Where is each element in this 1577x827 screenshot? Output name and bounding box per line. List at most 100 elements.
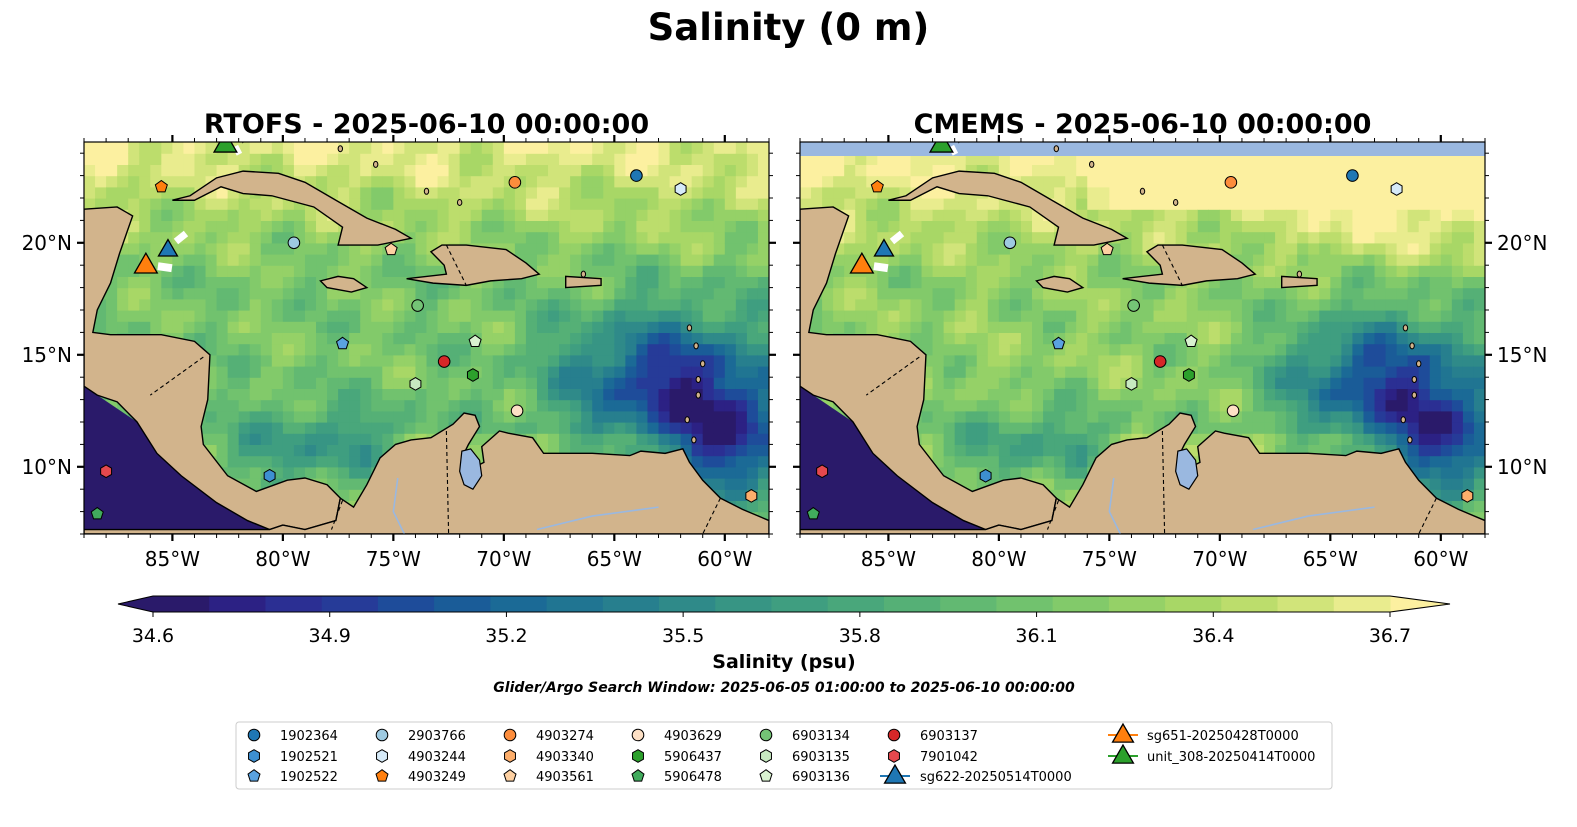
legend-item-unit_308-20250414T0000: unit_308-20250414T0000 (1108, 743, 1315, 765)
colorbar-tick-label: 36.1 (1015, 625, 1057, 647)
legend-label: 2903766 (408, 729, 466, 744)
legend-marker (247, 769, 261, 782)
glider-marker-sg622-20250514T0000 (873, 238, 895, 257)
legend-label: 6903134 (792, 729, 850, 744)
x-tick-label: 75°W (1082, 547, 1137, 571)
legend-marker (632, 749, 644, 763)
lake-maracaibo (459, 448, 483, 490)
colorbar-bin (1165, 596, 1222, 612)
legend-item-4903249: 4903249 (375, 769, 466, 785)
colorbar-bin (377, 596, 435, 612)
legend-item-1902522: 1902522 (247, 769, 338, 785)
legend-label: 4903561 (536, 770, 594, 785)
float-marker-4903249 (870, 179, 884, 193)
colorbar-bin (659, 596, 716, 612)
legend-label: 4903249 (408, 770, 466, 785)
float-marker-2903766 (1003, 236, 1017, 250)
float-marker-4903561 (384, 242, 398, 256)
legend-label: 6903137 (920, 729, 978, 744)
float-marker-5906437 (1182, 368, 1195, 382)
colorbar-tick-label: 35.5 (662, 625, 704, 647)
legend-triangle (1111, 743, 1135, 764)
x-tick-label: 65°W (587, 547, 642, 571)
float-marker-4903629 (510, 404, 524, 418)
panel-title: CMEMS - 2025-06-10 00:00:00 (914, 109, 1372, 140)
legend-marker (376, 749, 388, 763)
legend-marker (503, 769, 517, 782)
cmems-map-panel: 85°W 80°W 75°W 70°W 65°W 60°W 20°N 15°N 10°N CMEM… (793, 109, 1547, 571)
legend-label: 4903244 (408, 750, 466, 765)
glider-marker-sg651-20250428T0000 (849, 251, 875, 274)
x-tick-label: 65°W (1303, 547, 1358, 571)
float-marker-4903249 (154, 179, 168, 193)
legend-label: 4903629 (664, 729, 722, 744)
legend-triangle (1111, 722, 1135, 743)
legend-item-4903629: 4903629 (631, 728, 722, 744)
unit308-track (948, 144, 959, 156)
legend-label: 5906478 (664, 770, 722, 785)
figure-title: Salinity (0 m) (647, 6, 930, 49)
legend-item-6903134: 6903134 (759, 728, 850, 744)
legend-label: 1902364 (280, 729, 338, 744)
float-marker-1902521 (263, 468, 276, 483)
legend-item-4903244: 4903244 (376, 749, 466, 765)
colorbar-label: Salinity (psu) (712, 651, 855, 673)
search-window-note: Glider/Argo Search Window: 2025-06-05 01… (493, 680, 1075, 696)
argo-floats (90, 169, 758, 520)
legend-item-4903561: 4903561 (503, 769, 594, 785)
colorbar-bin (771, 596, 829, 612)
legend-label: 6903135 (792, 750, 850, 765)
rtofs-map-panel: 85°W 80°W 75°W 70°W 65°W 60°W 20°N 15°N 10°N RTOF… (22, 109, 776, 571)
colorbar-bin (321, 596, 379, 612)
colorbar-tick-label: 34.6 (132, 625, 174, 647)
x-tick-label: 60°W (1413, 547, 1468, 571)
legend-label: unit_308-20250414T0000 (1147, 750, 1315, 765)
colorbar-bin (153, 596, 210, 612)
colorbar-bin (1333, 596, 1391, 612)
x-tick-label: 80°W (971, 547, 1026, 571)
float-marker-7901042 (816, 464, 829, 479)
float-marker-4903274 (508, 176, 522, 189)
float-marker-4903274 (1224, 176, 1238, 189)
colorbar-tick-label: 36.4 (1192, 625, 1234, 647)
colorbar-bin (209, 596, 266, 612)
colorbar-bin (265, 596, 323, 612)
legend-marker (760, 749, 772, 763)
x-tick-label: 85°W (145, 547, 200, 571)
float-marker-6903134 (411, 299, 424, 312)
colorbar-bin (883, 596, 941, 612)
legend-item-1902521: 1902521 (248, 749, 338, 765)
legend-label: 4903274 (536, 729, 594, 744)
colorbar-tick-label: 34.9 (309, 625, 351, 647)
x-tick-label: 70°W (1192, 547, 1247, 571)
legend-marker (759, 728, 773, 742)
rivers (392, 477, 659, 534)
sg651-track (873, 262, 889, 273)
legend-item-sg651-20250428T0000: sg651-20250428T0000 (1108, 722, 1299, 744)
lake-maracaibo (1175, 448, 1199, 490)
float-marker-5906478 (90, 506, 104, 520)
colorbar-extend-high (1390, 596, 1450, 612)
sg622-track (173, 230, 189, 245)
legend-item-4903340: 4903340 (504, 749, 594, 765)
float-marker-6903137 (1153, 355, 1167, 368)
legend-triangle (883, 763, 907, 784)
glider-marker-sg622-20250514T0000 (157, 238, 179, 257)
sg622-track (889, 230, 905, 245)
legend-label: 1902522 (280, 770, 338, 785)
y-tick-label: 10°N (22, 455, 72, 479)
axes-frame (799, 141, 1486, 535)
colorbar-tick-label: 35.8 (839, 625, 881, 647)
colorbar-bin (1277, 596, 1335, 612)
colorbar: 34.6 34.9 35.2 35.5 35.8 36.1 36.4 36.7 Salinity… (117, 595, 1451, 696)
legend-label: sg622-20250514T0000 (920, 770, 1072, 785)
y-tick-label: 10°N (1497, 455, 1547, 479)
legend-label: 6903136 (792, 770, 850, 785)
float-marker-6903137 (437, 355, 451, 368)
y-tick-label: 20°N (1497, 231, 1547, 255)
float-marker-6903134 (1127, 299, 1140, 312)
rivers (1108, 477, 1375, 534)
float-marker-4903244 (674, 182, 687, 196)
unit308-track (232, 144, 243, 156)
